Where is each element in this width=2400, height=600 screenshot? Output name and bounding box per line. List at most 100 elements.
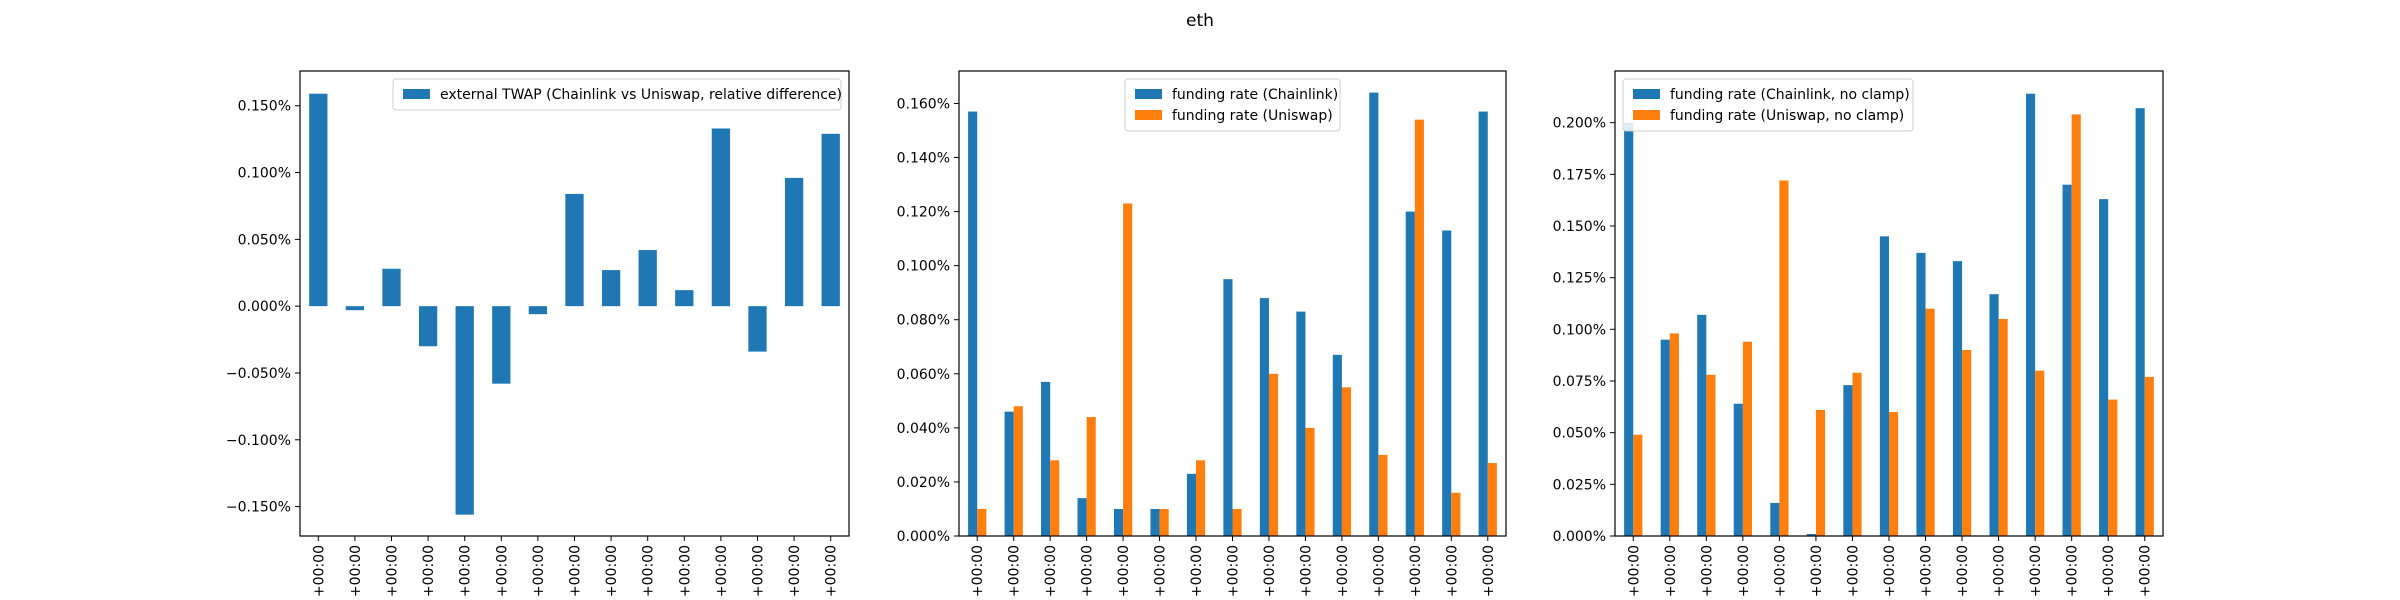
- bar-series-1-cat-12: [1369, 92, 1379, 536]
- x-tick-label-6: +00:00: [1809, 545, 1825, 597]
- x-tick-label-2: +00:00: [348, 545, 364, 597]
- x-tick-label-7: +00:00: [1845, 545, 1861, 597]
- bar-series-1-cat-11: [1989, 294, 1999, 536]
- bar-series-2-cat-10: [1962, 350, 1972, 536]
- y-tick-label-7: 0.120%: [897, 205, 950, 221]
- bar-series-1-cat-9: [1916, 252, 1926, 536]
- legend-swatch-2: [1135, 110, 1162, 120]
- x-tick-label-4: +00:00: [421, 545, 437, 597]
- legend-swatch-1: [403, 89, 430, 99]
- bar-series-1-cat-11: [675, 290, 694, 307]
- y-tick-label-2: 0.020%: [897, 475, 950, 491]
- y-tick-label-1: −0.150%: [226, 500, 291, 516]
- bar-series-1-cat-5: [1113, 508, 1124, 536]
- x-tick-label-10: +00:00: [641, 545, 657, 597]
- bar-series-1-cat-1: [968, 111, 978, 537]
- y-tick-label-8: 0.140%: [897, 151, 950, 167]
- y-tick-label-9: 0.200%: [1553, 116, 1606, 132]
- x-tick-label-10: +00:00: [1298, 545, 1314, 597]
- y-tick-label-2: −0.100%: [226, 433, 291, 449]
- y-tick-label-3: 0.040%: [897, 421, 950, 437]
- bar-series-1-cat-14: [2099, 199, 2109, 536]
- x-tick-label-9: +00:00: [604, 545, 620, 597]
- bar-series-1-cat-3: [1697, 314, 1707, 536]
- x-tick-label-13: +00:00: [1408, 545, 1424, 597]
- bar-series-1-cat-15: [2135, 108, 2145, 536]
- x-tick-label-9: +00:00: [1919, 545, 1935, 597]
- bar-series-1-cat-13: [2062, 184, 2072, 537]
- bar-series-2-cat-11: [1341, 387, 1352, 536]
- bar-series-1-cat-4: [418, 306, 438, 347]
- bar-series-1-cat-8: [1879, 236, 1889, 536]
- y-tick-label-2: 0.025%: [1553, 477, 1606, 493]
- chart-panel-2: 0.000% 0.020% 0.040% 0.060% 0.080% 0.100% 0.12…: [897, 70, 1507, 597]
- bar-series-1-cat-1: [309, 93, 328, 307]
- bar-series-1-cat-9: [1259, 298, 1269, 536]
- legend-box: [1622, 78, 1914, 132]
- x-tick-label-7: +00:00: [1189, 545, 1205, 597]
- bar-series-2-cat-1: [1633, 434, 1643, 536]
- x-tick-label-8: +00:00: [568, 545, 584, 597]
- legend-label-2: funding rate (Uniswap, no clamp): [1670, 108, 1904, 124]
- bar-series-1-cat-6: [1806, 533, 1816, 536]
- x-tick-label-1: +00:00: [311, 545, 327, 597]
- bar-series-2-cat-3: [1050, 460, 1060, 536]
- bar-series-1-cat-10: [638, 250, 657, 307]
- legend-label-1: funding rate (Chainlink): [1172, 87, 1338, 103]
- y-tick-label-3: 0.050%: [1553, 426, 1606, 442]
- bar-series-1-cat-14: [784, 177, 804, 307]
- bar-series-1-cat-8: [565, 193, 584, 307]
- bar-series-1-cat-11: [1332, 354, 1342, 536]
- x-tick-label-14: +00:00: [787, 545, 803, 597]
- bar-series-1-cat-9: [601, 270, 621, 307]
- y-tick-label-4: 0.000%: [238, 299, 291, 315]
- bar-series-1-cat-10: [1952, 261, 1963, 536]
- bar-series-1-cat-2: [1660, 339, 1670, 536]
- y-tick-label-7: 0.150%: [1553, 219, 1606, 235]
- bar-series-2-cat-7: [1852, 372, 1862, 536]
- bar-series-2-cat-13: [1414, 119, 1424, 536]
- x-tick-label-8: +00:00: [1226, 545, 1242, 597]
- bar-series-1-cat-2: [1004, 411, 1014, 536]
- bar-series-1-cat-12: [2026, 93, 2036, 536]
- y-tick-label-6: 0.100%: [897, 259, 950, 275]
- y-tick-label-6: 0.125%: [1553, 271, 1606, 287]
- bar-series-1-cat-5: [455, 306, 474, 515]
- legend: external TWAP (Chainlink vs Uniswap, rel…: [392, 78, 842, 111]
- x-tick-label-3: +00:00: [385, 545, 401, 597]
- bar-series-2-cat-4: [1742, 341, 1752, 536]
- bar-series-1-cat-13: [748, 306, 767, 352]
- x-tick-label-13: +00:00: [2065, 545, 2081, 597]
- bar-series-2-cat-4: [1086, 417, 1096, 536]
- y-tick-label-4: 0.060%: [897, 367, 950, 383]
- legend: funding rate (Chainlink, no clamp) fundin…: [1622, 78, 1914, 132]
- y-tick-label-6: 0.100%: [238, 166, 291, 182]
- bar-series-2-cat-14: [1451, 492, 1461, 536]
- y-tick-label-3: −0.050%: [226, 366, 291, 382]
- y-tick-label-1: 0.000%: [1553, 529, 1606, 545]
- x-tick-label-4: +00:00: [1736, 545, 1752, 597]
- bar-series-1-cat-8: [1223, 279, 1233, 536]
- y-tick-label-9: 0.160%: [897, 96, 950, 112]
- x-tick-label-11: +00:00: [1335, 545, 1351, 597]
- bar-series-1-cat-12: [711, 128, 731, 307]
- x-tick-label-2: +00:00: [1663, 545, 1679, 597]
- bar-series-2-cat-2: [1013, 406, 1023, 536]
- legend-swatch-2: [1633, 110, 1660, 120]
- bar-series-1-cat-10: [1296, 311, 1306, 536]
- bar-series-1-cat-15: [1478, 111, 1488, 537]
- bar-series-2-cat-13: [2071, 114, 2081, 537]
- bar-series-2-cat-2: [1669, 333, 1679, 536]
- bar-series-2-cat-9: [1268, 373, 1279, 536]
- bar-series-1-cat-2: [345, 306, 365, 311]
- bar-series-2-cat-8: [1232, 508, 1242, 536]
- bar-series-2-cat-3: [1706, 374, 1716, 536]
- bar-series-2-cat-5: [1779, 180, 1789, 536]
- bar-series-2-cat-14: [2108, 399, 2118, 536]
- legend-box: [392, 78, 842, 111]
- x-tick-label-9: +00:00: [1262, 545, 1278, 597]
- legend: funding rate (Chainlink) funding rate (Un…: [1124, 78, 1341, 132]
- bar-series-2-cat-15: [2144, 376, 2154, 536]
- x-tick-label-10: +00:00: [1955, 545, 1971, 597]
